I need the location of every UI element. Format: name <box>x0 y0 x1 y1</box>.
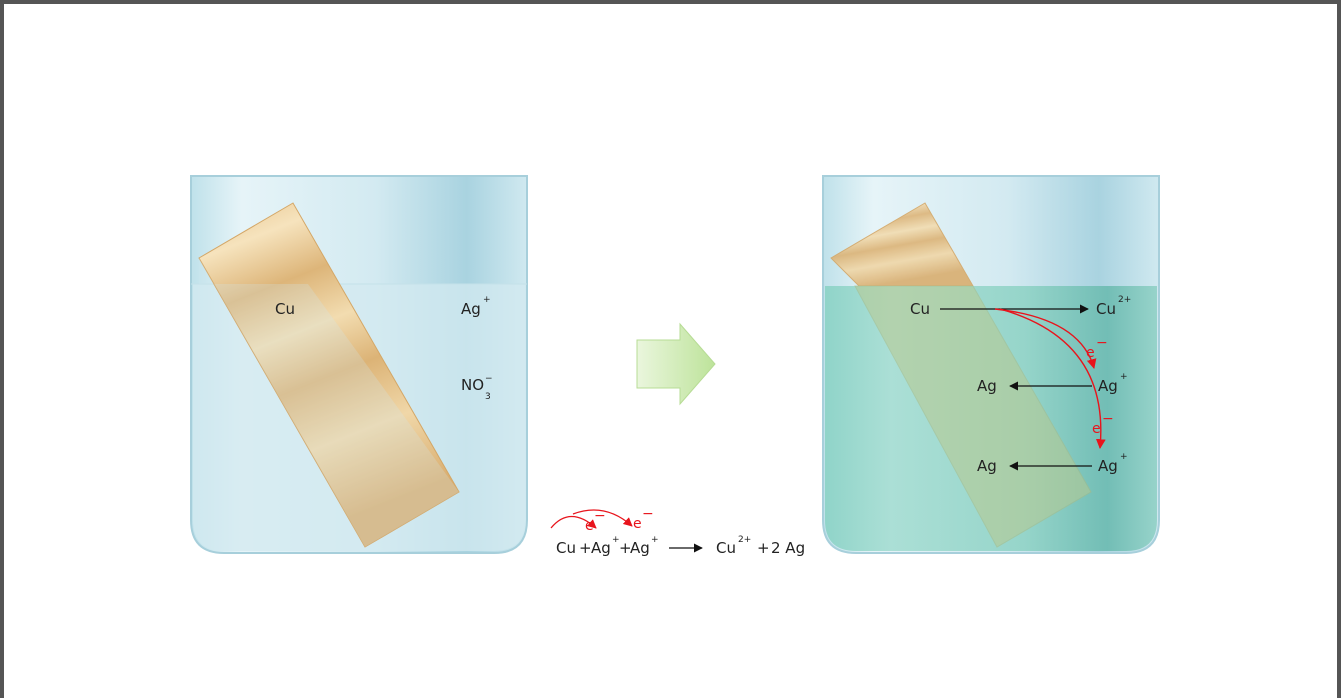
cu-ion-base: Cu <box>1096 300 1116 318</box>
electron-2-charge: − <box>1102 411 1114 427</box>
nitrate-ion-label: NO 3 − <box>461 374 493 402</box>
left-beaker: Cu Ag + NO 3 − <box>190 175 528 554</box>
equation-ag-ion-2-charge: + <box>651 535 659 545</box>
equation-product: 2 Ag <box>771 539 805 557</box>
silver-ion-label: Ag + <box>461 295 491 318</box>
equation-electron-2: e <box>633 516 642 532</box>
ag-ion-label-1: Ag + <box>1098 372 1128 395</box>
copper-strip-submerged <box>854 285 1092 548</box>
nitrate-ion-subscript: 3 <box>485 392 491 402</box>
equation-ag-ion-1: Ag <box>591 539 611 557</box>
equation-electron-1: e <box>585 518 594 534</box>
silver-ion-base: Ag <box>461 300 481 318</box>
reaction-equation: e − e − Cu + Ag + + Ag + Cu 2+ + 2 Ag <box>550 506 805 557</box>
ag-ion-1-charge: + <box>1120 372 1128 382</box>
electron-transfer-arrow-2 <box>999 308 1106 449</box>
equation-electron-arrow-2 <box>572 509 633 527</box>
equation-plus-3: + <box>757 539 770 557</box>
cu-ion-label: Cu 2+ <box>1096 295 1131 318</box>
equation-ag-ion-1-charge: + <box>612 535 620 545</box>
ag-ion-2-base: Ag <box>1098 457 1118 475</box>
electron-1-base: e <box>1086 345 1095 361</box>
equation-plus-2: + <box>619 539 632 557</box>
equation-plus-1: + <box>579 539 592 557</box>
copper-strip <box>198 202 460 548</box>
nitrate-ion-base: NO <box>461 376 484 394</box>
copper-strip-label: Cu <box>275 300 295 318</box>
silver-ion-charge: + <box>483 295 491 305</box>
process-arrow <box>636 322 716 406</box>
ag-ion-label-2: Ag + <box>1098 452 1128 475</box>
ag-atom-label-1: Ag <box>977 377 997 395</box>
equation-cu-ion: Cu <box>716 539 736 557</box>
electron-label-1: e − <box>1086 335 1108 361</box>
equation-ag-ion-2: Ag <box>630 539 650 557</box>
nitrate-ion-charge: − <box>485 374 493 384</box>
equation-cu: Cu <box>556 539 576 557</box>
right-beaker: Cu Cu 2+ e − e − Ag + Ag Ag + Ag <box>822 175 1160 554</box>
electron-1-charge: − <box>1096 335 1108 351</box>
ag-ion-1-base: Ag <box>1098 377 1118 395</box>
equation-cu-ion-charge: 2+ <box>738 535 751 545</box>
cu-atom-label: Cu <box>910 300 930 318</box>
electron-2-base: e <box>1092 421 1101 437</box>
ag-ion-2-charge: + <box>1120 452 1128 462</box>
equation-electron-1-charge: − <box>594 508 606 524</box>
electron-transfer-arrow-1 <box>994 308 1097 369</box>
ag-atom-label-2: Ag <box>977 457 997 475</box>
electron-label-2: e − <box>1092 411 1114 437</box>
equation-electron-2-charge: − <box>642 506 654 522</box>
cu-ion-charge: 2+ <box>1118 295 1131 305</box>
equation-electron-arrow-1 <box>550 515 597 529</box>
